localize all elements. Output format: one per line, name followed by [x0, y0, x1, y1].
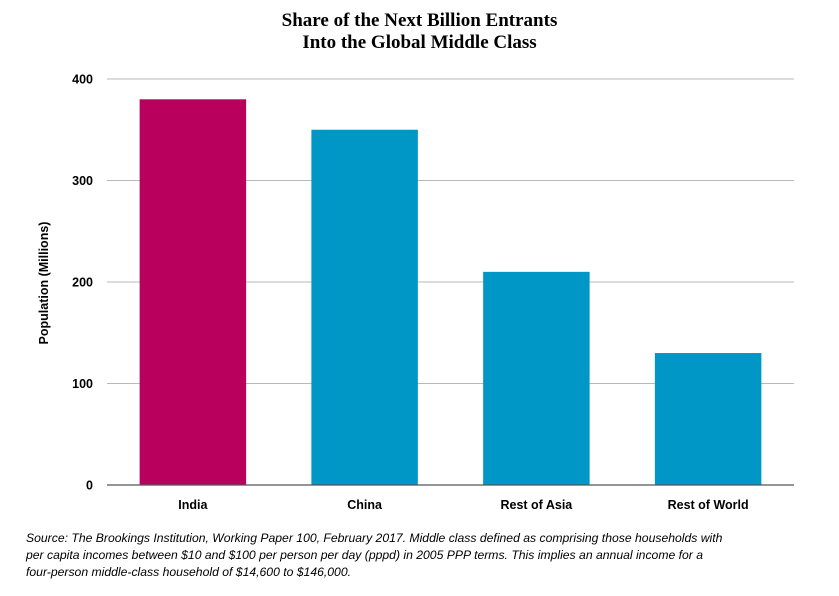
y-tick-label: 200: [72, 276, 93, 290]
bar-rest-of-world: [654, 353, 762, 485]
source-line-2: per capita incomes between $10 and $100 …: [26, 548, 704, 562]
x-tick-label: Rest of World: [668, 498, 749, 512]
bar-chart: 0 100 200 300 400 India China Rest of Asia Rest …: [37, 73, 794, 512]
source-line-1: Source: The Brookings Institution, Worki…: [26, 531, 723, 545]
x-tick-label: India: [178, 498, 208, 512]
source-note: Source: The Brookings Institution, Worki…: [26, 530, 826, 581]
y-tick-label: 0: [86, 479, 93, 493]
source-line-3: four-person middle-class household of $1…: [26, 565, 351, 579]
y-axis-label: Population (Millions): [37, 222, 51, 345]
axes: 0 100 200 300 400 India China Rest of Asia Rest …: [72, 73, 794, 512]
chart-title: Share of the Next Billion Entrants Into …: [0, 10, 839, 54]
x-tick-label: Rest of Asia: [500, 498, 573, 512]
bars: [139, 99, 762, 486]
y-tick-label: 100: [72, 377, 93, 391]
chart-title-line-1: Share of the Next Billion Entrants: [281, 10, 558, 31]
y-tick-label: 300: [72, 174, 93, 188]
bar-india: [139, 99, 247, 486]
x-tick-label: China: [347, 498, 383, 512]
chart-title-line-2: Into the Global Middle Class: [302, 32, 537, 53]
y-tick-label: 400: [72, 73, 93, 87]
bar-rest-of-asia: [483, 271, 590, 485]
bar-china: [311, 129, 418, 485]
